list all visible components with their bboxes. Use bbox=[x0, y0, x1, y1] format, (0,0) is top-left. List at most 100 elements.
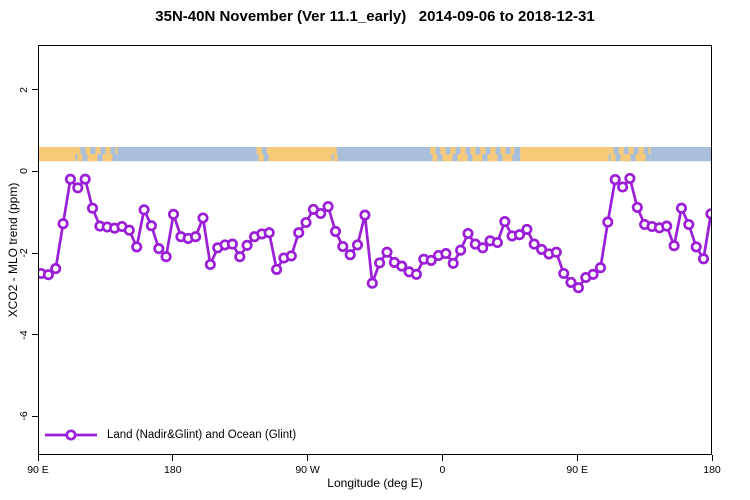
band-land-speckle bbox=[331, 146, 337, 155]
y-tick-label: 0 bbox=[18, 168, 30, 175]
y-axis-tick bbox=[32, 252, 38, 254]
x-tick-label: 90 E bbox=[566, 464, 588, 476]
data-point bbox=[344, 249, 356, 261]
x-axis-tick bbox=[576, 455, 578, 461]
data-point bbox=[329, 225, 342, 237]
data-point bbox=[263, 227, 275, 239]
data-point bbox=[293, 227, 305, 239]
data-point bbox=[447, 257, 459, 269]
band-land-speckle bbox=[430, 146, 436, 155]
data-point bbox=[42, 269, 54, 281]
data-point bbox=[410, 268, 422, 280]
band-land-speckle bbox=[608, 146, 614, 155]
band-land-speckle bbox=[618, 146, 624, 155]
band-land-speckle bbox=[620, 154, 626, 162]
data-point bbox=[138, 204, 150, 216]
y-tick-label: 2 bbox=[18, 86, 30, 93]
legend-line-marker-swatch bbox=[45, 429, 97, 441]
data-point bbox=[381, 246, 393, 258]
band-land-speckle bbox=[107, 154, 113, 162]
data-point bbox=[425, 254, 437, 266]
data-point bbox=[123, 224, 135, 236]
y-tick-label: -2 bbox=[18, 248, 30, 258]
data-point bbox=[359, 209, 371, 221]
data-point bbox=[351, 239, 364, 251]
data-point bbox=[50, 263, 62, 275]
plot-frame bbox=[38, 45, 712, 455]
band-land-speckle bbox=[472, 154, 478, 162]
band-land-speckle bbox=[85, 146, 91, 155]
band-land-segment bbox=[268, 146, 332, 162]
band-land-speckle bbox=[470, 146, 476, 155]
data-point bbox=[190, 231, 202, 243]
band-land-speckle bbox=[487, 154, 493, 162]
band-land-speckle bbox=[450, 146, 456, 155]
data-point bbox=[462, 227, 474, 240]
data-point bbox=[521, 223, 533, 235]
data-point bbox=[57, 218, 69, 230]
band-land-speckle bbox=[625, 154, 631, 162]
plot-area bbox=[35, 45, 717, 455]
data-point bbox=[315, 207, 327, 220]
data-point bbox=[661, 220, 673, 232]
data-point bbox=[197, 212, 209, 224]
data-point bbox=[513, 229, 526, 241]
x-axis-tick bbox=[172, 455, 174, 461]
band-land-speckle bbox=[462, 154, 468, 162]
band-land-speckle bbox=[457, 154, 463, 162]
x-axis-tick bbox=[441, 455, 443, 461]
data-point bbox=[145, 220, 157, 232]
data-point bbox=[131, 241, 143, 253]
data-point bbox=[234, 251, 246, 263]
band-land-speckle bbox=[333, 154, 338, 162]
data-point bbox=[300, 216, 312, 229]
data-point bbox=[602, 216, 614, 228]
data-point bbox=[565, 276, 577, 288]
band-land-speckle bbox=[77, 154, 83, 162]
band-land-speckle bbox=[105, 146, 111, 155]
data-point bbox=[86, 202, 99, 214]
band-land-speckle bbox=[500, 146, 506, 155]
x-axis-tick bbox=[711, 455, 713, 461]
data-point bbox=[455, 244, 467, 256]
data-point bbox=[285, 250, 297, 262]
data-point bbox=[160, 251, 172, 263]
band-land-speckle bbox=[460, 146, 466, 155]
data-point bbox=[226, 238, 238, 250]
y-tick-label: -4 bbox=[18, 329, 30, 340]
y-axis-tick bbox=[32, 334, 38, 336]
y-axis-tick bbox=[32, 89, 38, 91]
data-point bbox=[477, 242, 489, 254]
band-land-speckle bbox=[610, 154, 616, 162]
band-land-segment bbox=[38, 146, 76, 162]
x-tick-label: 90 W bbox=[295, 464, 320, 476]
band-ocean-segment bbox=[117, 146, 257, 162]
data-point bbox=[72, 182, 84, 194]
data-point bbox=[374, 257, 386, 269]
data-point bbox=[167, 208, 180, 220]
data-point bbox=[491, 236, 503, 249]
x-tick-label: 180 bbox=[703, 464, 721, 476]
band-land-speckle bbox=[638, 146, 644, 155]
data-point bbox=[594, 262, 607, 274]
legend-label: Land (Nadir&Glint) and Ocean (Glint) bbox=[107, 429, 297, 441]
data-point bbox=[337, 240, 349, 253]
chart-canvas bbox=[35, 45, 717, 455]
band-land-speckle bbox=[75, 146, 81, 155]
data-point bbox=[241, 239, 253, 251]
band-land-speckle bbox=[510, 146, 515, 155]
x-tick-label: 180 bbox=[164, 464, 182, 476]
band-land-speckle bbox=[115, 146, 118, 155]
data-point bbox=[624, 172, 636, 184]
band-land-speckle bbox=[95, 146, 101, 155]
band-land-speckle bbox=[628, 146, 634, 155]
data-point bbox=[683, 218, 695, 231]
data-point bbox=[697, 253, 710, 265]
data-point bbox=[271, 263, 283, 275]
data-point bbox=[440, 247, 452, 260]
series-line bbox=[39, 177, 713, 290]
data-point bbox=[572, 282, 584, 294]
band-land-speckle bbox=[477, 154, 483, 162]
data-point bbox=[204, 258, 216, 271]
